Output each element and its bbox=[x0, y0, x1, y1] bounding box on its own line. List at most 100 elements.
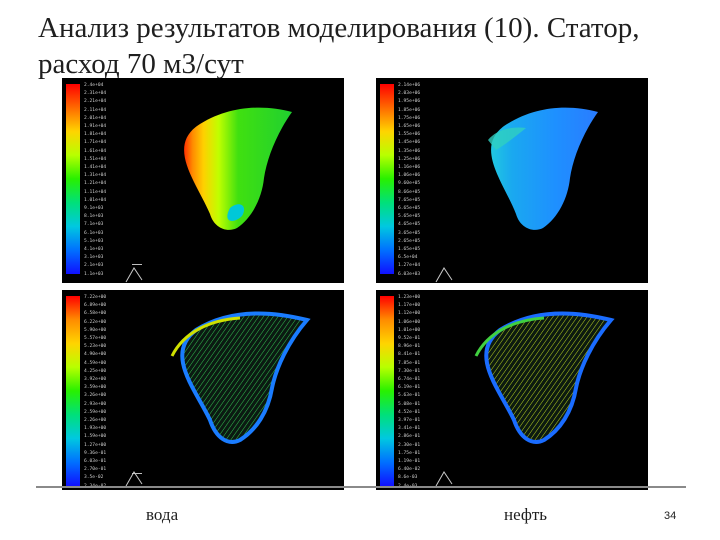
colorbar-tick-label: 3.97e-01 bbox=[398, 418, 421, 424]
colorbar-tick-label: 6.19e-01 bbox=[398, 385, 421, 391]
colorbar-tick-label: 3.41e-01 bbox=[398, 426, 421, 432]
colorbar-tick-label: 1.12e+00 bbox=[398, 311, 421, 317]
colorbar-tick-label: 2.93e+00 bbox=[84, 401, 107, 407]
colorbar-tick-label: 6.5e+04 bbox=[398, 255, 418, 261]
colorbar-tick-label: 2.26e+00 bbox=[84, 418, 107, 424]
colorbar-tick-label: 1.06e+00 bbox=[398, 319, 421, 325]
colorbar-tick-label: 6.40e-02 bbox=[398, 467, 421, 473]
colorbar-tick-label: 7.30e-01 bbox=[398, 368, 421, 374]
colorbar-tick-label: 1.01e+00 bbox=[398, 327, 421, 333]
colorbar-tick-label: 8.96e-01 bbox=[398, 344, 421, 350]
colorbar-tick-label: 1.27e+04 bbox=[398, 263, 421, 269]
colorbar-tick-label: 1.41e+04 bbox=[84, 165, 107, 171]
colorbar-tick-label: 9.1e+03 bbox=[84, 206, 104, 212]
colorbar-tick-label: 1.19e-01 bbox=[398, 459, 421, 465]
axes-triad-icon bbox=[125, 471, 143, 487]
axes-triad-icon bbox=[435, 471, 453, 487]
colorbar-tick-label: 2.65e+05 bbox=[398, 238, 421, 244]
colorbar-tick-label: 2.14e+06 bbox=[398, 83, 421, 88]
pressure-colorbar bbox=[380, 84, 394, 274]
colorbar-tick-label: 4.1e+03 bbox=[84, 247, 104, 253]
colorbar-tick-label: 1.75e-01 bbox=[398, 450, 421, 456]
colorbar-tick-labels: 2.4e+04 2.31e+04 2.21e+04 2.11e+04 2.01e+04 1… bbox=[84, 82, 120, 279]
colorbar-tick-label: 1.1e+03 bbox=[84, 271, 104, 277]
colorbar-tick-label: 3.26e+00 bbox=[84, 393, 107, 399]
colorbar-tick-label: 5.90e+00 bbox=[84, 327, 107, 333]
colorbar-tick-label: 1.55e+06 bbox=[398, 132, 421, 138]
colorbar-tick-label: 1.65e+06 bbox=[398, 124, 421, 130]
colorbar-tick-label: 5.08e-01 bbox=[398, 401, 421, 407]
colorbar-tick-label: 1.75e+06 bbox=[398, 115, 421, 121]
colorbar-tick-label: 9.60e+05 bbox=[398, 181, 421, 187]
colorbar-tick-label: 1.27e+00 bbox=[84, 442, 107, 448]
colorbar-tick-label: 1.11e+04 bbox=[84, 189, 107, 195]
colorbar-tick-label: 2.21e+04 bbox=[84, 99, 107, 105]
colorbar-tick-label: 1.91e+04 bbox=[84, 124, 107, 130]
colorbar-tick-label: 3.59e+00 bbox=[84, 385, 107, 391]
colorbar-tick-label: 6.03e-01 bbox=[84, 459, 107, 465]
colorbar-tick-label: 1.35e+06 bbox=[398, 148, 421, 154]
colorbar-tick-label: 2.01e+04 bbox=[84, 115, 107, 121]
oil-velocity-plot: 1.23e+00 1.17e+00 1.12e+00 1.06e+00 1.01e+00… bbox=[376, 290, 648, 490]
colorbar-tick-label: 6.03e+03 bbox=[398, 271, 421, 277]
colorbar-tick-label: 4.52e-01 bbox=[398, 409, 421, 415]
colorbar-tick-label: 1.51e+04 bbox=[84, 156, 107, 162]
colorbar-tick-label: 3.5e-02 bbox=[84, 475, 104, 481]
colorbar-tick-label: 1.16e+06 bbox=[398, 165, 421, 171]
colorbar-tick-label: 1.31e+04 bbox=[84, 173, 107, 179]
colorbar-tick-label: 1.21e+04 bbox=[84, 181, 107, 187]
colorbar-tick-label: 3.1e+03 bbox=[84, 255, 104, 261]
colorbar-tick-label: 3.92e+00 bbox=[84, 377, 107, 383]
colorbar-tick-label: 6.22e+00 bbox=[84, 319, 107, 325]
colorbar-tick-label: 6.65e+05 bbox=[398, 206, 421, 212]
colorbar-tick-label: 8.41e-01 bbox=[398, 352, 421, 358]
colorbar-tick-labels: 7.22e+00 6.89e+00 6.58e+00 6.22e+00 5.90e+00… bbox=[84, 294, 120, 491]
colorbar-tick-label: 6.1e+03 bbox=[84, 230, 104, 236]
axes-triad-icon bbox=[435, 267, 453, 283]
water-velocity-plot: 7.22e+00 6.89e+00 6.58e+00 6.22e+00 5.90e+00… bbox=[62, 290, 344, 490]
colorbar-tick-label: 8.1e+03 bbox=[84, 214, 104, 220]
colorbar-tick-label: 6.58e+00 bbox=[84, 311, 107, 317]
colorbar-tick-label: 7.22e+00 bbox=[84, 295, 107, 300]
colorbar-tick-label: 8.66e+05 bbox=[398, 189, 421, 195]
colorbar-tick-label: 9.52e-01 bbox=[398, 336, 421, 342]
colorbar-tick-label: 1.45e+06 bbox=[398, 140, 421, 146]
colorbar-tick-labels: 2.14e+06 2.03e+06 1.95e+06 1.85e+06 1.75e+06… bbox=[398, 82, 434, 279]
footer-divider bbox=[36, 486, 686, 488]
colorbar-tick-label: 1.01e+04 bbox=[84, 197, 107, 203]
colorbar-tick-label: 5.1e+03 bbox=[84, 238, 104, 244]
colorbar-tick-label: 1.85e+06 bbox=[398, 107, 421, 113]
colorbar-tick-label: 8.6e-03 bbox=[398, 475, 418, 481]
stator-contour-shape bbox=[488, 107, 598, 230]
colorbar-tick-label: 1.25e+06 bbox=[398, 156, 421, 162]
colorbar-tick-label: 4.59e+00 bbox=[84, 360, 107, 366]
colorbar-tick-label: 4.65e+05 bbox=[398, 222, 421, 228]
colorbar-tick-label: 1.23e+00 bbox=[398, 295, 421, 300]
page-number: 34 bbox=[664, 510, 677, 522]
colorbar-tick-label: 2.30e-01 bbox=[398, 442, 421, 448]
water-pressure-plot: 2.4e+04 2.31e+04 2.21e+04 2.11e+04 2.01e+04 1… bbox=[62, 78, 344, 283]
stator-contour-shape bbox=[132, 107, 292, 265]
colorbar-tick-label: 2.86e-01 bbox=[398, 434, 421, 440]
colorbar-tick-label: 1.81e+04 bbox=[84, 132, 107, 138]
colorbar-tick-label: 5.23e+00 bbox=[84, 344, 107, 350]
colorbar-tick-label: 5.65e+05 bbox=[398, 214, 421, 220]
colorbar-tick-label: 2.03e+06 bbox=[398, 91, 421, 97]
axes-triad-icon bbox=[125, 267, 143, 283]
colorbar-tick-label: 7.65e+05 bbox=[398, 197, 421, 203]
oil-pressure-plot: 2.14e+06 2.03e+06 1.95e+06 1.85e+06 1.75e+06… bbox=[376, 78, 648, 283]
colorbar-tick-label: 7.1e+03 bbox=[84, 222, 104, 228]
colorbar-tick-label: 2.70e-01 bbox=[84, 467, 107, 473]
caption-water: вода bbox=[146, 505, 179, 524]
colorbar-tick-label: 1.93e+00 bbox=[84, 426, 107, 432]
colorbar-tick-label: 1.17e+00 bbox=[398, 303, 421, 309]
slide-title: Анализ результатов моделирования (10). С… bbox=[38, 12, 640, 80]
colorbar-tick-label: 2.59e+00 bbox=[84, 409, 107, 415]
stator-vector-shape bbox=[132, 311, 311, 474]
colorbar-tick-label: 1.65e+05 bbox=[398, 247, 421, 253]
colorbar-tick-label: 5.57e+00 bbox=[84, 336, 107, 342]
colorbar-tick-label: 2.4e+04 bbox=[84, 83, 104, 88]
colorbar-tick-label: 6.89e+00 bbox=[84, 303, 107, 309]
pressure-colorbar bbox=[66, 84, 80, 274]
colorbar-tick-label: 2.31e+04 bbox=[84, 91, 107, 97]
